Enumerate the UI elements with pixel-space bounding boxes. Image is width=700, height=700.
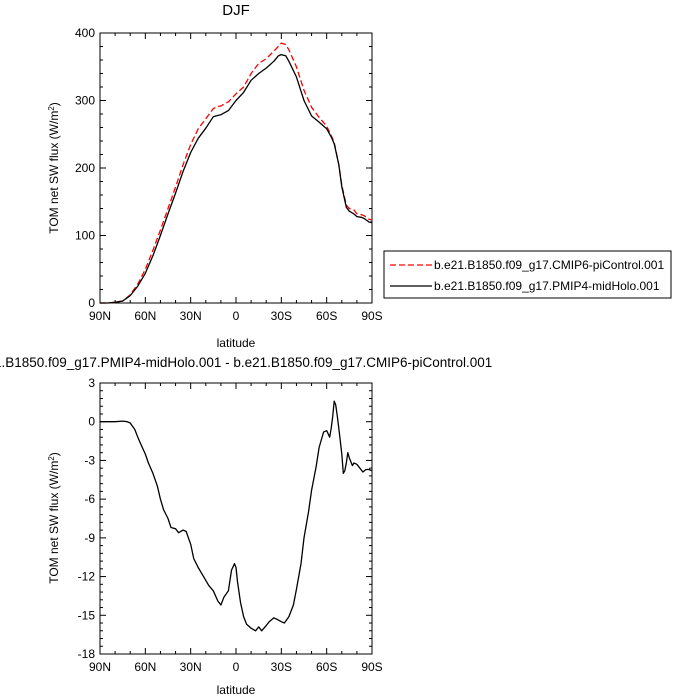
top-x-axis-label: latitude: [217, 336, 256, 350]
top-y-axis-label-sup: 2: [47, 106, 56, 111]
top-y-tick-label: 0: [88, 296, 95, 310]
bottom-chart-title: b.e21.B1850.f09_g17.PMIP4-midHolo.001 - …: [0, 355, 492, 370]
top-y-tick-label: 100: [75, 229, 95, 243]
top-x-tick-label: 90N: [89, 309, 111, 323]
legend: b.e21.B1850.f09_g17.CMIP6-piControl.001 …: [383, 250, 672, 299]
top-x-tick-label: 60N: [134, 309, 156, 323]
bottom-x-tick-label: 60N: [134, 660, 156, 674]
panel-bottom-chart: b.e21.B1850.f09_g17.PMIP4-midHolo.001 - …: [0, 355, 492, 697]
bottom-y-tick-label: 0: [88, 415, 95, 429]
bottom-y-axis-label-end: ): [47, 452, 61, 456]
top-x-tick-label: 90S: [361, 309, 382, 323]
bottom-y-axis-label-main: TOM net SW flux (W/m: [47, 461, 61, 584]
bottom-x-tick-label: 30S: [271, 660, 292, 674]
bottom-plot-area: 90N 60N 30N 0 30S 60S 90S 3 0 -3 -6 -9 -12 -15 -18: [78, 376, 383, 674]
top-chart-title: DJF: [222, 2, 250, 19]
panel-top-chart: DJF 90N 60N 30N 0 30S 60S 90S 0 100 200 300 400 lat…: [47, 2, 383, 350]
bottom-y-axis-label-sup: 2: [47, 456, 56, 461]
top-x-tick-label: 0: [233, 309, 240, 323]
top-y-tick-label: 200: [75, 161, 95, 175]
top-x-tick-label: 60S: [316, 309, 337, 323]
top-y-axis-label-main: TOM net SW flux (W/m: [47, 111, 61, 234]
bottom-x-tick-label: 60S: [316, 660, 337, 674]
top-series-line-0: [100, 42, 373, 304]
legend-label-midholo: b.e21.B1850.f09_g17.PMIP4-midHolo.001: [434, 279, 660, 293]
bottom-x-axis-label: latitude: [217, 683, 256, 697]
bottom-series-line-0: [100, 400, 373, 632]
top-series-line-1: [100, 53, 373, 304]
bottom-y-tick-label: -18: [78, 647, 96, 661]
bottom-y-tick-label: -12: [78, 570, 96, 584]
top-x-tick-label: 30N: [180, 309, 202, 323]
top-y-axis-label: TOM net SW flux (W/m2): [47, 102, 61, 234]
top-y-axis-label-end: ): [47, 102, 61, 106]
bottom-y-tick-label: -9: [84, 531, 95, 545]
bottom-y-tick-label: -6: [84, 492, 95, 506]
bottom-y-tick-label: -15: [78, 608, 96, 622]
bottom-x-tick-label: 0: [233, 660, 240, 674]
bottom-y-tick-label: 3: [88, 376, 95, 390]
top-y-tick-label: 300: [75, 94, 95, 108]
bottom-x-tick-label: 90S: [361, 660, 382, 674]
bottom-y-tick-label: -3: [84, 453, 95, 467]
bottom-x-tick-label: 90N: [89, 660, 111, 674]
top-x-tick-label: 30S: [271, 309, 292, 323]
bottom-y-axis-label: TOM net SW flux (W/m2): [47, 452, 61, 584]
top-plot-frame: [99, 32, 373, 304]
top-plot-area: 90N 60N 30N 0 30S 60S 90S 0 100 200 300 400: [75, 26, 383, 323]
legend-label-picontrol: b.e21.B1850.f09_g17.CMIP6-piControl.001: [434, 258, 664, 272]
bottom-x-tick-label: 30N: [180, 660, 202, 674]
top-y-tick-label: 400: [75, 26, 95, 40]
legend-box: [383, 250, 672, 299]
